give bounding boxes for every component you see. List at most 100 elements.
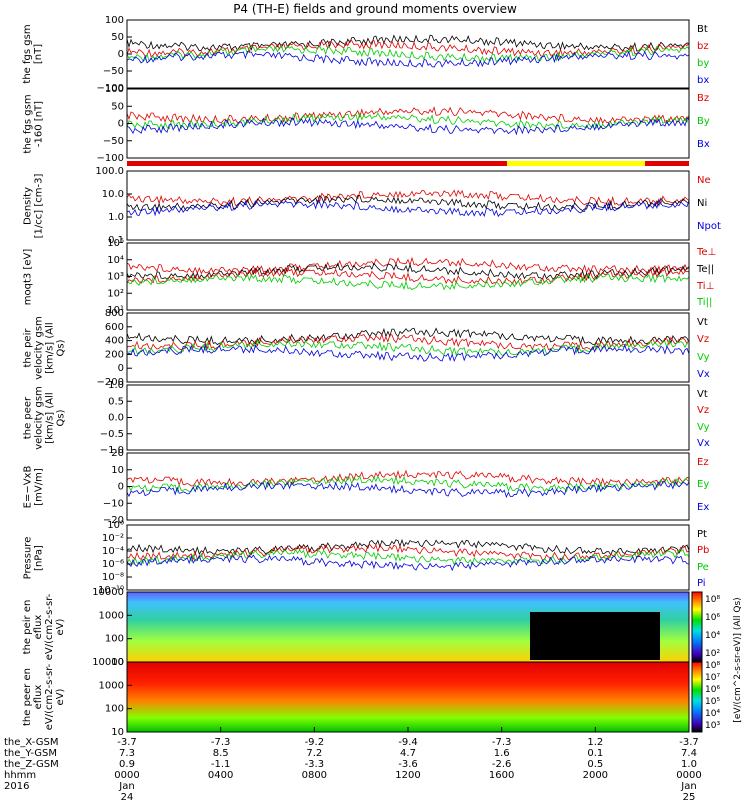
- ytick-label: −50: [103, 136, 124, 147]
- ytick-label: 10000: [92, 657, 124, 668]
- mode-bar-red-2: [645, 161, 689, 166]
- ytick-label: −50: [103, 66, 124, 77]
- x-row-value: 4.7: [400, 748, 416, 759]
- x-row-value: 2000: [582, 770, 609, 781]
- colorbar-tick: 10⁸: [705, 661, 720, 671]
- y-axis-label: the fgs gsm -160 [nT]: [22, 93, 44, 154]
- series-line-4-2: [126, 338, 690, 357]
- panel-frame-2: [126, 170, 690, 241]
- ytick-label: 100: [105, 634, 124, 645]
- x-row-value: -9.2: [304, 737, 325, 748]
- x-row-value: -3.7: [679, 737, 699, 748]
- colorbar-tick: 10⁶: [705, 613, 720, 623]
- legend-Vz: Vz: [697, 405, 710, 417]
- series-line-0-3: [126, 50, 690, 68]
- ytick-label: 100: [105, 704, 124, 715]
- x-row-value: 1200: [395, 770, 421, 781]
- series-line-1-0: [126, 106, 690, 125]
- series-line-2-0: [126, 189, 690, 207]
- y-axis-label: Density [1/cc] [cm-3]: [22, 173, 44, 238]
- legend-Ti⊥: Ti⊥: [697, 280, 715, 292]
- ytick-label: 0: [118, 363, 124, 374]
- x-row-value: 0.5: [587, 759, 604, 770]
- colorbar-tick: 10²: [705, 649, 720, 659]
- legend-Pe: Pe: [697, 561, 709, 573]
- ytick-label: 10000: [92, 587, 124, 598]
- panel-frame-1: [126, 88, 690, 159]
- legend-Vt: Vt: [697, 317, 708, 328]
- x-row-value: -9.4: [398, 737, 418, 748]
- x-row-value: -3.6: [398, 759, 418, 770]
- x-row-value: 0800: [301, 770, 328, 781]
- series-line-6-0: [126, 469, 690, 487]
- series-line-0-2: [126, 45, 690, 63]
- ytick-label: 10⁻⁴: [102, 546, 124, 557]
- colorbar-tick: 10⁶: [705, 685, 720, 695]
- colorbar-tick: 10⁵: [705, 697, 720, 707]
- series-line-4-1: [126, 332, 690, 351]
- y-axis-label: Pressure [nPa]: [22, 536, 44, 579]
- legend-Npot: Npot: [697, 221, 721, 232]
- ytick-label: 20: [111, 448, 124, 459]
- ytick-label: 10²: [107, 288, 124, 299]
- x-row-value: -3.7: [117, 737, 137, 748]
- x-row-value: -3.3: [304, 759, 325, 770]
- y-axis-label: the peir velocity gsm [km/s] (All Qs): [22, 315, 66, 380]
- x-row-value: -1.1: [210, 759, 231, 770]
- x-row-value: 0000: [676, 770, 702, 781]
- legend-Ez: Ez: [697, 457, 709, 468]
- ytick-label: −100: [97, 153, 124, 164]
- colorbar-tick: 10⁸: [705, 595, 720, 605]
- x-row-value: Jan 25: [681, 781, 697, 803]
- x-row-value: 7.3: [119, 748, 135, 759]
- legend-Ti||: Ti||: [697, 297, 713, 309]
- ytick-label: −100: [97, 83, 124, 94]
- x-row-label: the_X-GSM: [4, 737, 59, 748]
- series-line-0-0: [126, 34, 690, 52]
- ytick-label: 100: [105, 15, 124, 26]
- series-line-7-1: [126, 543, 690, 561]
- ytick-label: 400: [105, 336, 124, 347]
- ytick-label: 600: [105, 322, 124, 333]
- ytick-label: 10: [111, 727, 124, 738]
- ytick-label: −200: [97, 377, 124, 388]
- ytick-label: 10¹: [107, 305, 124, 316]
- x-row-label: the_Y-GSM: [4, 748, 58, 759]
- x-row-value: 1.0: [681, 759, 697, 770]
- legend-by: by: [697, 58, 710, 69]
- ytick-label: 10: [111, 465, 124, 476]
- y-axis-label: E=−VxB [mV/m]: [22, 465, 44, 508]
- y-axis-label: the fgs gsm [nT]: [22, 24, 44, 84]
- series-line-3-1: [126, 262, 690, 280]
- legend-Vy: Vy: [697, 351, 710, 363]
- legend-Ni: Ni: [697, 198, 708, 209]
- ytick-label: 10⁻⁶: [102, 559, 124, 570]
- legend-Vy: Vy: [697, 421, 710, 433]
- spectrogram-gap: [530, 612, 660, 660]
- series-line-0-1: [126, 39, 690, 58]
- legend-Te⊥: Te⊥: [697, 247, 717, 258]
- series-line-4-0: [126, 327, 690, 346]
- series-line-3-0: [126, 256, 690, 275]
- colorbar-tick: 10³: [705, 721, 720, 731]
- legend-Te||: Te||: [697, 263, 715, 275]
- colorbar-bottom: [691, 661, 703, 733]
- ytick-label: 1.0: [108, 212, 124, 223]
- ytick-label: 10³: [107, 272, 124, 283]
- mode-bar-red: [127, 161, 507, 166]
- x-row-label: the_Z-GSM: [4, 759, 59, 770]
- ytick-label: 50: [111, 32, 124, 43]
- series-line-4-3: [126, 343, 690, 363]
- ytick-label: 0: [118, 49, 124, 60]
- x-row-value: -7.3: [491, 737, 512, 748]
- ytick-label: 200: [105, 349, 124, 360]
- panel-frame-7: [126, 524, 690, 591]
- ytick-label: 1000: [99, 680, 124, 691]
- ytick-label: 10⁵: [107, 238, 124, 249]
- ytick-label: 10⁻¹⁰: [98, 585, 124, 596]
- ytick-label: 10⁰: [107, 520, 124, 531]
- legend-Pi: Pi: [697, 577, 706, 589]
- legend-Ne: Ne: [697, 175, 711, 186]
- ytick-label: 10⁴: [107, 255, 124, 266]
